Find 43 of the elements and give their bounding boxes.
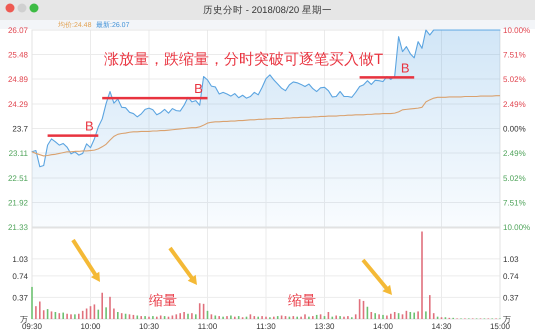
y2-tick-label: 0.00% xyxy=(503,124,526,134)
line-series xyxy=(31,95,501,156)
y-tick-label: 1.03 xyxy=(12,254,29,264)
y2-tick-label: 5.02% xyxy=(503,75,526,84)
y-tick-label: 0.37 xyxy=(12,293,29,302)
y2-tick-label: 10.00% xyxy=(503,26,530,35)
y2-tick-label: 7.51% xyxy=(503,198,526,208)
y2-tick-label: 0.37 xyxy=(503,293,520,302)
y2-tick-label: 2.49% xyxy=(503,100,526,109)
annotation: 缩量 xyxy=(149,292,177,308)
y-tick-label: 0.74 xyxy=(12,272,29,281)
y-tick-label: 23.11 xyxy=(8,149,29,158)
x-tick-label: 15:00 xyxy=(490,322,511,331)
annotation: B xyxy=(84,118,94,134)
x-tick-label: 11:00 xyxy=(198,322,218,331)
x-tick-label: 14:30 xyxy=(431,322,452,331)
annotation: B xyxy=(400,60,410,76)
chart-title: 历史分时 - 2018/08/20 星期一 xyxy=(203,4,332,16)
x-tick-label: 13:30 xyxy=(314,322,336,331)
y-tick-label: 22.51 xyxy=(8,174,29,183)
y-tick-label: 26.07 xyxy=(8,26,29,35)
x-tick-label: 11:30 xyxy=(256,322,276,331)
y2-tick-label: 5.02% xyxy=(503,174,526,183)
annotation: 涨放量，跌缩量，分时突破可逐笔买入做T xyxy=(104,51,384,68)
x-tick-label: 10:00 xyxy=(80,322,102,331)
y-tick-label: 23.7 xyxy=(12,124,29,134)
y-tick-label: 24.29 xyxy=(8,100,29,109)
y2-tick-label: 万 xyxy=(503,315,511,324)
y-tick-label: 21.33 xyxy=(8,223,29,232)
x-tick-label: 09:30 xyxy=(22,322,43,331)
y2-tick-label: 7.51% xyxy=(503,50,526,60)
x-tick-label: 10:30 xyxy=(138,322,160,331)
y2-tick-label: 0.74 xyxy=(503,272,520,281)
y-tick-label: 21.92 xyxy=(8,198,29,208)
y-tick-label: 24.89 xyxy=(8,75,29,84)
y-tick-label: 万 xyxy=(20,315,28,324)
y2-tick-label: 2.49% xyxy=(503,149,526,158)
y2-tick-label: 1.03 xyxy=(503,254,520,264)
annotation: B xyxy=(194,81,203,96)
x-tick-label: 14:00 xyxy=(372,322,394,331)
y-tick-label: 25.48 xyxy=(8,50,29,60)
y2-tick-label: 10.00% xyxy=(503,223,530,232)
annotation: 缩量 xyxy=(288,292,316,308)
